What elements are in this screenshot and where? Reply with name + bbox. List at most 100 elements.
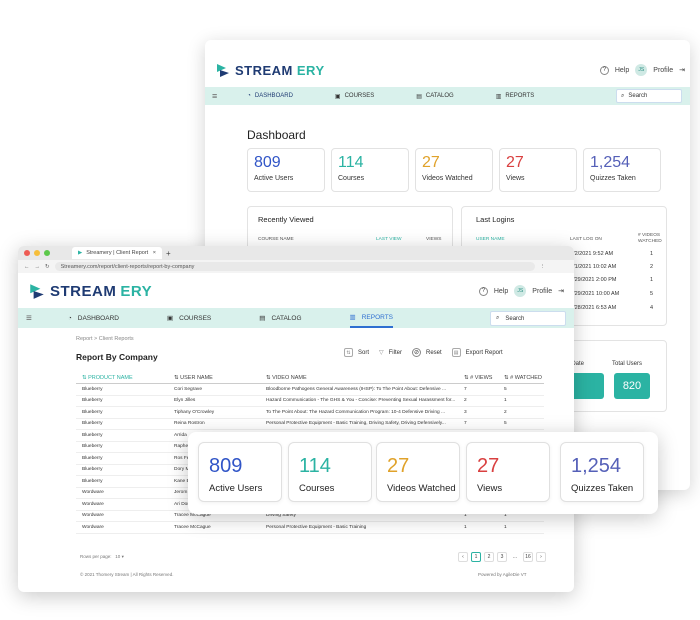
menu-icon[interactable]: ≡ — [26, 312, 32, 324]
logout-icon[interactable]: ⇥ — [558, 288, 564, 295]
table-row[interactable]: Wordware Tracee McCague Driving Safety 1 1 — [76, 511, 544, 522]
search-input[interactable]: ⌕ Search — [490, 311, 566, 326]
login-count: 4 — [650, 305, 654, 311]
brand-logo[interactable]: STREAM ERY — [215, 62, 325, 78]
prev-page-button[interactable]: ‹ — [458, 552, 468, 562]
page-button[interactable]: 3 — [497, 552, 507, 562]
stat-card-active-users[interactable]: 809 Active Users — [247, 148, 325, 192]
stat-card-quizzes-taken[interactable]: 1,254 Quizzes Taken — [583, 148, 661, 192]
column-header[interactable]: # VIDEOS — [638, 233, 661, 238]
breadcrumb[interactable]: Report > Client Reports — [76, 336, 134, 342]
nav-courses[interactable]: ▣ COURSES — [167, 314, 211, 323]
url-field[interactable]: Streamery.com/report/client-reports/repo… — [54, 262, 535, 271]
column-header-user[interactable]: ⇅ USER NAME — [174, 374, 213, 381]
pagination: ‹ 1 2 3 ... 16 › — [458, 552, 546, 562]
nav-catalog[interactable]: ▤ CATALOG — [259, 314, 301, 323]
report-actions: ⇅ Sort ▽ Filter ⊘ Reset ▤ Export Report — [344, 348, 503, 357]
stat-card-quizzes-taken[interactable]: 1,254 Quizzes Taken — [560, 442, 644, 502]
menu-icon[interactable]: ≡ — [212, 91, 218, 101]
avatar[interactable]: JS — [514, 285, 527, 297]
stat-label: Quizzes Taken — [571, 483, 634, 494]
column-header-product[interactable]: ⇅ PRODUCT NAME — [82, 374, 133, 381]
export-report-button[interactable]: ▤ Export Report — [451, 348, 503, 357]
column-header[interactable]: USER NAME — [476, 237, 505, 242]
help-link[interactable]: Help — [614, 66, 630, 74]
column-header-watched[interactable]: ⇅ # WATCHED — [504, 374, 542, 381]
powered-by[interactable]: Powered by AgileDie VT — [478, 572, 527, 577]
column-header-views[interactable]: ⇅ # VIEWS — [464, 374, 493, 381]
new-tab-button[interactable]: + — [166, 248, 171, 258]
stat-card-views[interactable]: 27 Views — [466, 442, 550, 502]
table-row[interactable]: Blueberry Elyn Jilles Hazard Communication… — [76, 396, 544, 407]
column-header-video[interactable]: ⇅ VIDEO NAME — [266, 374, 307, 381]
dashboard-header: STREAM ERY ? Help JS Profile ⇥ — [215, 62, 685, 78]
close-window-button[interactable] — [24, 250, 30, 256]
page-title: Dashboard — [247, 128, 306, 142]
help-icon[interactable]: ? — [599, 65, 609, 75]
browser-menu-icon[interactable]: ⋮ — [539, 263, 546, 270]
page-ellipsis: ... — [512, 554, 518, 560]
forward-icon[interactable]: → — [34, 263, 41, 270]
table-row[interactable]: Blueberry Reina Rostron Personal Protectiv… — [76, 419, 544, 430]
nav-catalog[interactable]: ▤ CATALOG — [416, 93, 453, 100]
nav-dashboard[interactable]: ◔ DASHBOARD — [68, 315, 119, 322]
nav-reports[interactable]: ▥ REPORTS — [349, 308, 394, 328]
rows-per-page-value[interactable]: 10 — [115, 554, 121, 559]
sort-button[interactable]: ⇅ Sort — [344, 348, 369, 357]
table-cell: Driving Safety — [266, 513, 296, 519]
help-icon[interactable]: ? — [478, 286, 488, 296]
catalog-icon: ▤ — [259, 315, 266, 322]
page-button[interactable]: 16 — [523, 552, 533, 562]
nav-dashboard[interactable]: ◔ DASHBOARD — [247, 93, 293, 99]
stat-card-videos-watched[interactable]: 27 Videos Watched — [376, 442, 460, 502]
bar-chart-icon: ▥ — [349, 314, 356, 321]
browser-tab[interactable]: ▶ Streamery | Client Report × — [72, 247, 162, 259]
table-cell: 3 — [464, 409, 467, 415]
stat-card-views[interactable]: 27 Views — [499, 148, 577, 192]
brand-logo[interactable]: STREAM ERY — [28, 282, 152, 300]
maximize-window-button[interactable] — [44, 250, 50, 256]
dashboard-nav: ≡ ◔ DASHBOARD ▣ COURSES ▤ CATALOG ▥ REPORTS … — [205, 87, 690, 105]
table-row[interactable]: Blueberry Cori Segrave Bloodborne Pathogen… — [76, 384, 544, 396]
stat-card-courses[interactable]: 114 Courses — [331, 148, 409, 192]
help-link[interactable]: Help — [493, 287, 509, 295]
logout-icon[interactable]: ⇥ — [679, 67, 685, 74]
minimize-window-button[interactable] — [34, 250, 40, 256]
stat-card-courses[interactable]: 114 Courses — [288, 442, 372, 502]
login-date: 2/29/2021 2:00 PM — [570, 277, 617, 283]
table-cell: Blueberry — [82, 386, 103, 392]
filter-button[interactable]: ▽ Filter — [379, 348, 402, 357]
stat-card-videos-watched[interactable]: 27 Videos Watched — [415, 148, 493, 192]
profile-link[interactable]: Profile — [653, 66, 674, 74]
total-users-label: Total Users — [612, 361, 643, 367]
next-page-button[interactable]: › — [536, 552, 546, 562]
nav-reports[interactable]: ▥ REPORTS — [496, 93, 535, 100]
column-header[interactable]: LAST LOG ON — [570, 237, 602, 242]
total-users-value: 820 — [614, 373, 650, 399]
reload-icon[interactable]: ↻ — [45, 263, 50, 270]
table-row[interactable]: Blueberry Tiphany O'Crowley To The Point A… — [76, 407, 544, 419]
table-cell: Wordware — [82, 501, 104, 507]
page-button[interactable]: 1 — [471, 552, 481, 562]
stat-label: Videos Watched — [387, 483, 456, 494]
stat-value: 809 — [254, 154, 281, 171]
stat-value: 114 — [299, 455, 331, 477]
rows-per-page[interactable]: Rows per page: 10 ▾ — [80, 554, 124, 559]
column-header[interactable]: COURSE NAME — [258, 237, 294, 242]
reset-button[interactable]: ⊘ Reset — [411, 348, 442, 357]
book-icon: ▣ — [334, 93, 341, 100]
browser-tabbar: ▶ Streamery | Client Report × + — [18, 246, 574, 260]
page-button[interactable]: 2 — [484, 552, 494, 562]
avatar[interactable]: JS — [635, 64, 648, 76]
column-header[interactable]: LAST VIEW — [376, 237, 402, 242]
column-label: # WATCHED — [510, 374, 542, 381]
column-header[interactable]: VIEWS — [426, 237, 442, 242]
close-tab-icon[interactable]: × — [152, 250, 156, 256]
table-row[interactable]: Wordware Tracee McCague Personal Protectiv… — [76, 522, 544, 534]
nav-courses[interactable]: ▣ COURSES — [335, 93, 374, 100]
search-input[interactable]: ⌕ Search — [616, 89, 682, 103]
back-icon[interactable]: ← — [24, 263, 30, 270]
profile-link[interactable]: Profile — [532, 287, 553, 295]
logo-mark-icon — [30, 284, 44, 299]
stat-card-active-users[interactable]: 809 Active Users — [198, 442, 282, 502]
